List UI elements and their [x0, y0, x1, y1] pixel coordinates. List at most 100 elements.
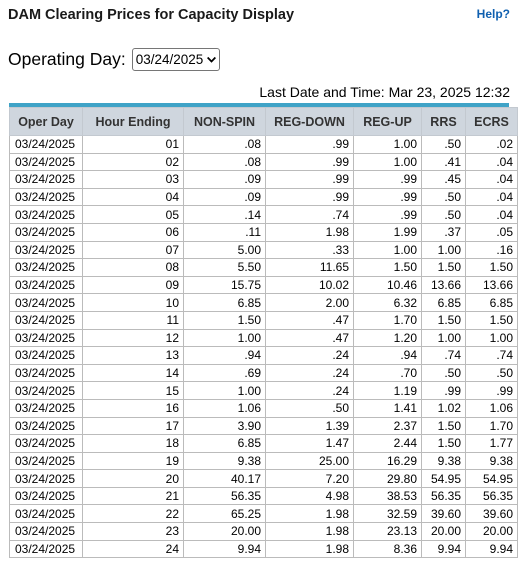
cell-rrs: 9.94: [421, 539, 466, 559]
cell-non-spin: .08: [183, 152, 266, 172]
cell-reg-up: .70: [353, 363, 422, 383]
cell-rrs: 1.50: [421, 416, 466, 436]
cell-hour-ending: 22: [82, 504, 184, 524]
column-header-ecrs: ECRS: [465, 107, 518, 136]
cell-reg-up: 1.70: [353, 310, 422, 330]
cell-hour-ending: 21: [82, 486, 184, 506]
cell-non-spin: 65.25: [183, 504, 266, 524]
cell-rrs: 1.50: [421, 258, 466, 277]
table-row: 03/24/2025 03.09.99.99.45.04: [9, 170, 518, 189]
cell-ecrs: 6.85: [465, 293, 518, 312]
cell-ecrs: 1.77: [465, 434, 518, 453]
cell-reg-up: 10.46: [353, 275, 422, 295]
cell-oper-day: 03/24/2025: [9, 504, 83, 524]
cell-rrs: 1.02: [421, 398, 466, 418]
cell-non-spin: .09: [183, 187, 266, 207]
cell-rrs: .45: [421, 170, 466, 189]
cell-ecrs: 1.70: [465, 416, 518, 436]
table-row: 03/24/2025 14.69.24.70.50.50: [9, 363, 518, 383]
cell-oper-day: 03/24/2025: [9, 539, 83, 559]
cell-ecrs: 20.00: [465, 522, 518, 541]
cell-hour-ending: 08: [82, 258, 184, 277]
cell-non-spin: 6.85: [183, 434, 266, 453]
cell-hour-ending: 17: [82, 416, 184, 436]
cell-ecrs: 13.66: [465, 275, 518, 295]
cell-reg-down: 1.98: [265, 539, 354, 559]
capacity-prices-table-container: Oper Day Hour Ending NON-SPIN REG-DOWN R…: [9, 103, 518, 559]
cell-rrs: 6.85: [421, 293, 466, 312]
table-row: 03/24/2025 17 3.90 1.39 2.37 1.50 1.70: [9, 416, 518, 436]
cell-reg-up: 2.44: [353, 434, 422, 453]
cell-ecrs: .74: [465, 346, 518, 365]
cell-rrs: 39.60: [421, 504, 466, 524]
cell-non-spin: 9.38: [183, 451, 266, 471]
cell-hour-ending: 11: [82, 310, 184, 330]
column-header-non-spin: NON-SPIN: [183, 107, 266, 136]
cell-hour-ending: 05: [82, 205, 184, 224]
column-header-oper-day: Oper Day: [9, 107, 83, 136]
cell-hour-ending: 01: [82, 135, 184, 154]
cell-rrs: 9.38: [421, 451, 466, 471]
cell-rrs: .37: [421, 222, 466, 242]
cell-rrs: .74: [421, 346, 466, 365]
cell-hour-ending: 09: [82, 275, 184, 295]
cell-reg-up: 1.20: [353, 328, 422, 348]
cell-hour-ending: 13: [82, 346, 184, 365]
cell-reg-down: .33: [265, 240, 354, 260]
cell-ecrs: .02: [465, 135, 518, 154]
cell-non-spin: 56.35: [183, 486, 266, 506]
cell-reg-up: .99: [353, 205, 422, 224]
cell-hour-ending: 02: [82, 152, 184, 172]
cell-reg-up: 1.50: [353, 258, 422, 277]
cell-ecrs: .04: [465, 187, 518, 207]
help-link[interactable]: Help?: [476, 7, 510, 21]
cell-oper-day: 03/24/2025: [9, 469, 83, 488]
cell-reg-down: 4.98: [265, 486, 354, 506]
cell-ecrs: 1.06: [465, 398, 518, 418]
table-row: 03/24/2025 12 1.00.47 1.20 1.00 1.00: [9, 328, 518, 348]
cell-rrs: .50: [421, 363, 466, 383]
cell-non-spin: 5.50: [183, 258, 266, 277]
cell-non-spin: .94: [183, 346, 266, 365]
cell-rrs: .99: [421, 381, 466, 400]
cell-reg-up: 1.00: [353, 152, 422, 172]
cell-ecrs: .99: [465, 381, 518, 400]
table-row: 03/24/2025 07 5.00.33 1.00 1.00.16: [9, 240, 518, 260]
cell-oper-day: 03/24/2025: [9, 293, 83, 312]
cell-reg-up: 6.32: [353, 293, 422, 312]
cell-oper-day: 03/24/2025: [9, 434, 83, 453]
table-row: 03/24/2025 16 1.06.50 1.41 1.02 1.06: [9, 398, 518, 418]
cell-reg-down: .24: [265, 381, 354, 400]
cell-non-spin: 5.00: [183, 240, 266, 260]
operating-day-select[interactable]: 03/24/2025: [131, 48, 221, 71]
cell-hour-ending: 03: [82, 170, 184, 189]
page-title: DAM Clearing Prices for Capacity Display: [8, 7, 295, 23]
cell-oper-day: 03/24/2025: [9, 135, 83, 154]
cell-non-spin: .14: [183, 205, 266, 224]
cell-rrs: 20.00: [421, 522, 466, 541]
cell-rrs: .50: [421, 187, 466, 207]
cell-hour-ending: 15: [82, 381, 184, 400]
cell-reg-down: 1.47: [265, 434, 354, 453]
column-header-rrs: RRS: [421, 107, 466, 136]
cell-reg-up: 38.53: [353, 486, 422, 506]
cell-reg-down: 1.98: [265, 522, 354, 541]
cell-reg-down: 2.00: [265, 293, 354, 312]
cell-oper-day: 03/24/2025: [9, 240, 83, 260]
operating-day-label: Operating Day:: [8, 49, 126, 69]
cell-hour-ending: 16: [82, 398, 184, 418]
column-header-hour-ending: Hour Ending: [82, 107, 184, 136]
table-header-row: Oper Day Hour Ending NON-SPIN REG-DOWN R…: [9, 107, 518, 136]
cell-non-spin: .09: [183, 170, 266, 189]
cell-non-spin: 6.85: [183, 293, 266, 312]
column-header-reg-up: REG-UP: [353, 107, 422, 136]
cell-reg-down: .47: [265, 328, 354, 348]
last-update-timestamp: Last Date and Time: Mar 23, 2025 12:32: [259, 84, 510, 100]
cell-oper-day: 03/24/2025: [9, 222, 83, 242]
cell-reg-up: 1.00: [353, 240, 422, 260]
cell-oper-day: 03/24/2025: [9, 328, 83, 348]
cell-ecrs: .16: [465, 240, 518, 260]
cell-reg-up: 1.99: [353, 222, 422, 242]
cell-ecrs: 1.00: [465, 328, 518, 348]
cell-reg-up: 16.29: [353, 451, 422, 471]
